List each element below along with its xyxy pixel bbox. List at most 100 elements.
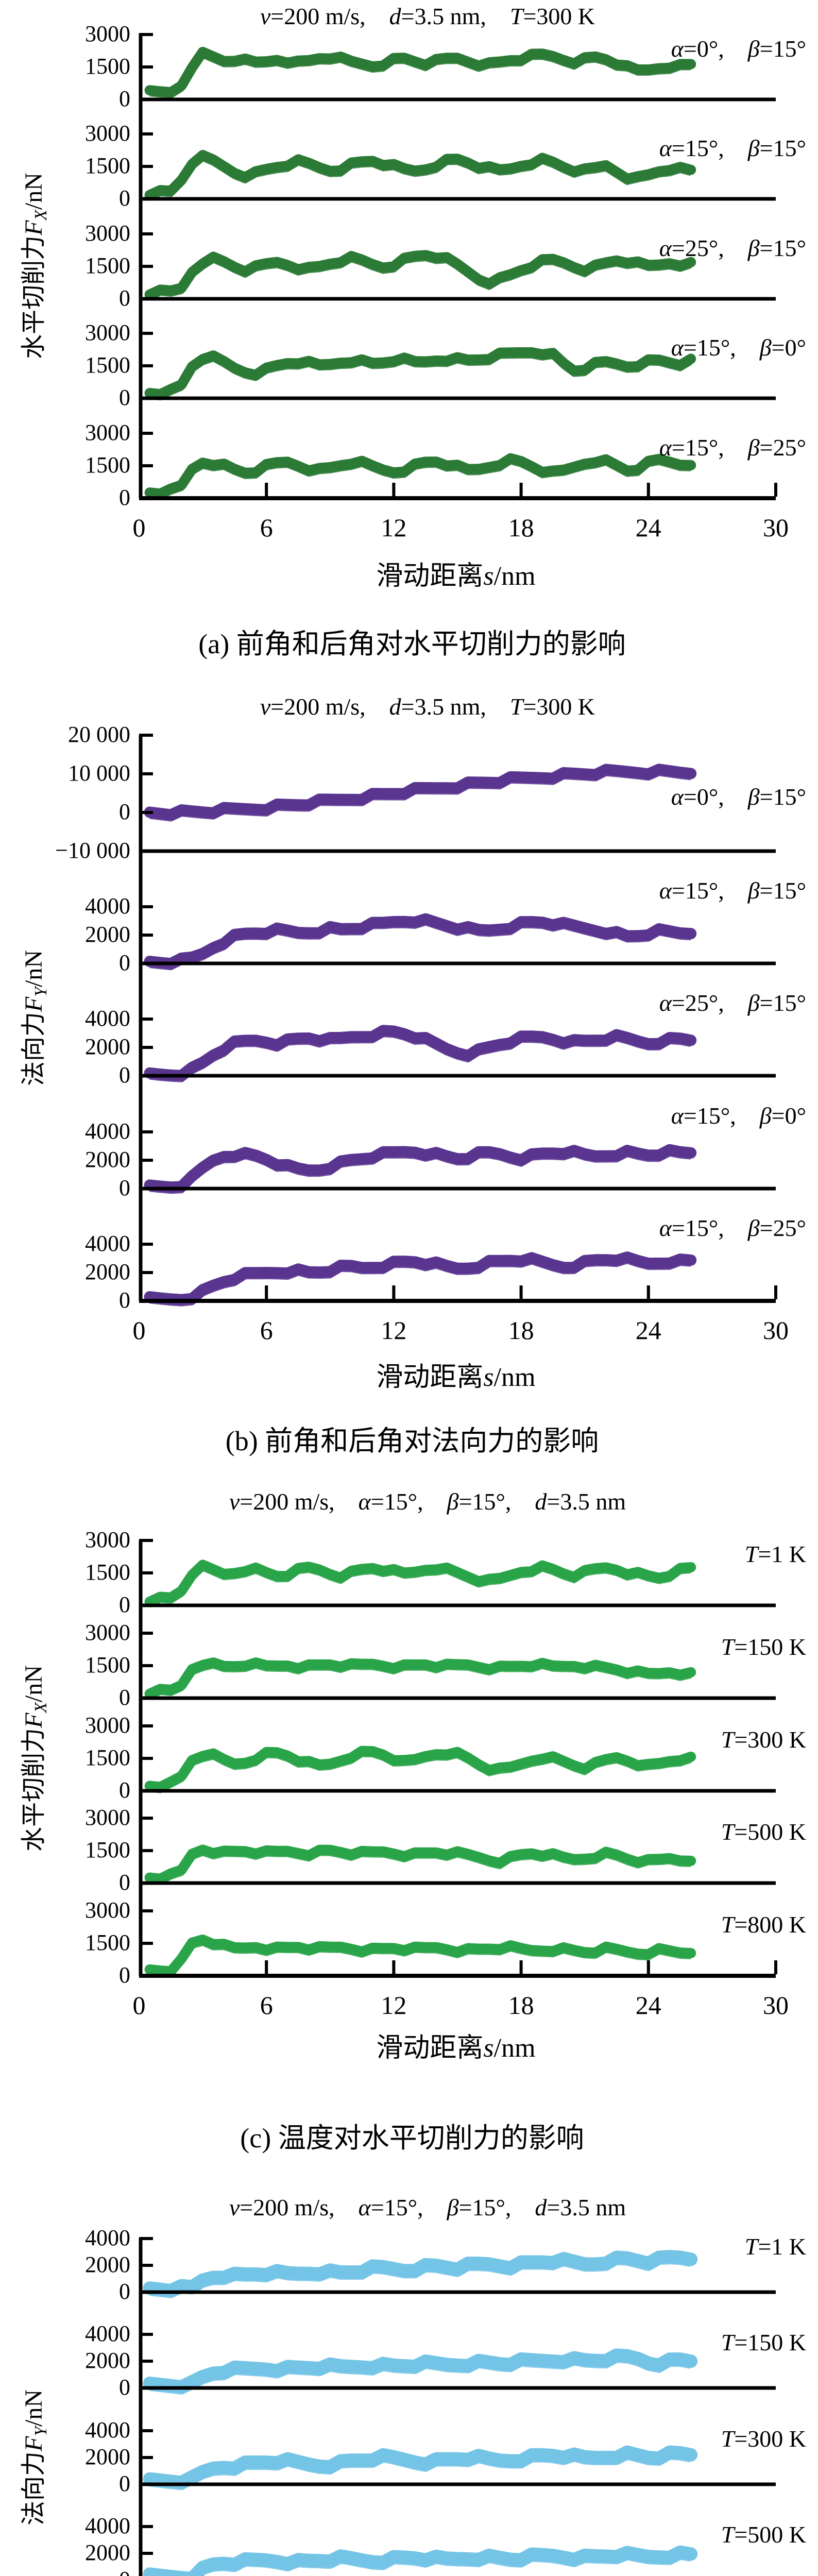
panel-b-title: v=200 m/s, d=3.5 nm, T=300 K (260, 693, 595, 720)
y-tick-label-c4: 0 (119, 1870, 130, 1895)
curve-fuzz-c5 (149, 1940, 691, 1978)
y-tick-label-a5: 3000 (85, 420, 130, 445)
subplot-label-c2: T=150 K (721, 1633, 806, 1660)
text-segment: β (747, 235, 760, 261)
y-tick-label-a4: 3000 (85, 320, 130, 345)
text-segment: =3.5 nm (547, 1488, 626, 1515)
y-tick-label-b1: −10 000 (55, 838, 130, 863)
y-tick-label-d3: 2000 (85, 2444, 130, 2469)
y-tick-label-a2: 1500 (85, 153, 130, 178)
curve-c4 (144, 1844, 696, 1884)
y-tick-label-d2: 2000 (85, 2348, 130, 2373)
y-tick-label-a2: 0 (119, 185, 130, 211)
subplot-label-d4: T=500 K (721, 2521, 806, 2548)
y-tick-label-c1: 0 (119, 1592, 130, 1617)
curve-a3 (144, 250, 696, 300)
text-segment: =200 m/s, (240, 2194, 359, 2221)
text-segment: d (535, 2194, 547, 2221)
panel-a-title: v=200 m/s, d=3.5 nm, T=300 K (260, 3, 595, 30)
text-segment: α (671, 784, 684, 810)
curve-fuzz-d4 (150, 2551, 692, 2576)
x-tick-label-b: 30 (763, 1316, 789, 1345)
y-tick-label-a4: 0 (119, 385, 130, 410)
text-segment: α (659, 434, 672, 461)
curve-fuzz-c3 (149, 1752, 692, 1793)
subplot-label-b5: α=15°, β=25° (659, 1214, 806, 1242)
y-tick-label-c2: 3000 (85, 1620, 130, 1645)
y-tick-label-d4: 0 (17, 2567, 130, 2576)
x-tick-label-c: 24 (635, 1991, 661, 2020)
text-segment: v (229, 1488, 240, 1515)
text-segment: =0°, (683, 36, 748, 62)
subplot-label-c4: T=500 K (721, 1818, 806, 1845)
y-tick-label-b4: 0 (119, 1175, 130, 1200)
subplot-label-a4: α=15°, β=0° (671, 334, 806, 361)
y-tick-label-a4: 1500 (85, 352, 130, 378)
y-tick-label-d4: 4000 (85, 2513, 130, 2538)
subplot-label-c3: T=300 K (721, 1726, 806, 1753)
text-segment: =15°, (683, 334, 760, 361)
text-segment: T (721, 2426, 735, 2452)
text-segment: T (744, 2233, 758, 2260)
y-tick-label-b4: 2000 (85, 1147, 130, 1172)
text-segment: =1 K (758, 1541, 806, 1567)
text-segment: =3.5 nm (547, 2194, 626, 2221)
curve-a1 (144, 46, 696, 98)
curve-a5 (144, 453, 696, 499)
x-tick-label-c: 6 (260, 1991, 273, 2020)
text-segment: T (721, 2329, 735, 2355)
x-tick-label-b: 24 (635, 1316, 661, 1345)
text-segment: =0° (771, 1103, 806, 1129)
y-tick-label-a3: 0 (119, 285, 130, 311)
text-segment: =15° (759, 36, 806, 62)
y-tick-label-c2: 0 (119, 1685, 130, 1710)
y-tick-label-d2: 0 (119, 2375, 130, 2400)
text-segment: =3.5 nm, (401, 3, 510, 29)
text-segment: /nm (493, 2033, 536, 2063)
text-segment: β (747, 784, 760, 810)
panel-c-title: v=200 m/s, α=15°, β=15°, d=3.5 nm (229, 1488, 626, 1515)
text-segment: T (509, 693, 523, 720)
subplot-label-d3: T=300 K (721, 2425, 806, 2452)
curve-fuzz-b2 (149, 919, 691, 971)
y-tick-label-b5: 0 (119, 1287, 130, 1313)
curve-c2 (144, 1657, 696, 1699)
text-segment: =15° (759, 135, 806, 161)
y-tick-label-b1: 0 (119, 799, 130, 824)
y-tick-label-a1: 0 (119, 86, 130, 111)
y-tick-label-d1: 2000 (85, 2252, 130, 2277)
panel-d-title: v=200 m/s, α=15°, β=15°, d=3.5 nm (229, 2194, 626, 2221)
x-tick-label-a: 18 (508, 513, 534, 542)
curve-fuzz-b3 (149, 1031, 692, 1082)
x-tick-label-c: 18 (508, 1991, 534, 2020)
y-tick-label-d3: 4000 (85, 2417, 130, 2443)
text-segment: v (229, 2194, 240, 2221)
text-segment: =200 m/s, (270, 3, 389, 29)
x-tick-label-b: 18 (508, 1316, 534, 1345)
y-tick-label-a1: 1500 (85, 54, 130, 79)
text-segment: =25°, (671, 990, 748, 1016)
text-segment: =25° (759, 1215, 806, 1241)
text-segment: =15° (759, 784, 806, 810)
text-segment: =15° (759, 877, 806, 904)
subplot-label-b2: α=15°, β=15° (659, 877, 806, 904)
curve-fuzz-b1 (149, 770, 691, 822)
curve-fuzz-a1 (149, 53, 691, 99)
curve-b2 (144, 913, 697, 970)
text-segment: =1 K (758, 2233, 806, 2260)
y-tick-label-c4: 3000 (85, 1805, 130, 1830)
panel-b-caption: (b) 前角和后角对法向力的影响 (225, 1426, 599, 1456)
text-segment: =300 K (734, 1726, 806, 1753)
text-segment: =0°, (683, 784, 748, 810)
text-segment: =25°, (671, 235, 748, 261)
curve-fuzz-d2 (149, 2354, 692, 2395)
curve-fuzz-c4 (149, 1851, 691, 1885)
curve-fuzz-a4 (149, 353, 692, 401)
curve-a4 (144, 347, 696, 400)
subplot-label-d2: T=150 K (721, 2329, 806, 2356)
subplot-label-b1: α=0°, β=15° (671, 783, 806, 810)
text-segment: α (659, 990, 672, 1016)
text-segment: X (31, 210, 51, 221)
